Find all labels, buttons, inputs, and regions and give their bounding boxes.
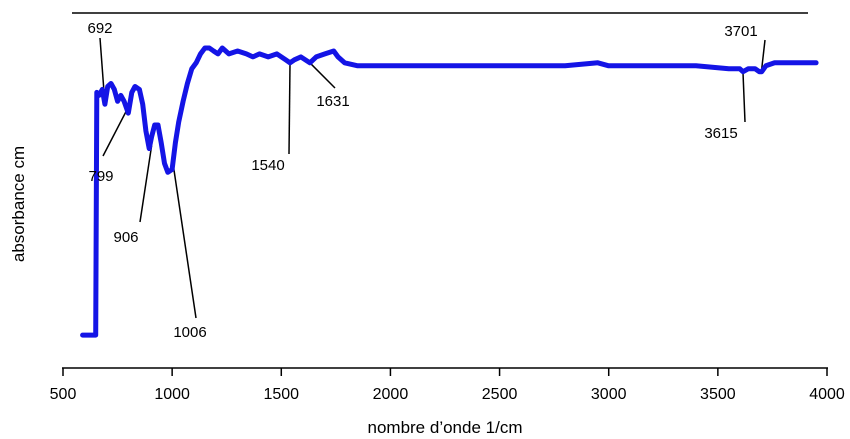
peak-label: 1540 [251,157,284,174]
peak-label: 3701 [724,23,757,40]
peak-leader-line [309,62,336,89]
peak-leader-line [742,71,746,123]
x-tick-label: 2500 [482,386,518,403]
peak-label: 799 [88,168,113,185]
peak-label: 692 [87,20,112,37]
x-axis-ticks: 500 1000 1500 2000 2500 3000 3500 4000 [50,368,845,403]
x-axis-title: nombre d’onde 1/cm [368,418,523,437]
y-axis-title: absorbance cm [9,146,28,262]
x-tick-label: 2000 [373,386,409,403]
peak-leader-line [102,106,129,157]
x-tick-label: 1000 [154,386,190,403]
peak-annotation-lines [99,37,766,319]
x-tick-label: 4000 [809,386,845,403]
x-tick-label: 3500 [700,386,736,403]
peak-label: 906 [113,229,138,246]
x-tick-label: 1500 [263,386,299,403]
peak-leader-line [760,39,766,69]
peak-annotation-labels: 692 799 906 1006 1540 1631 3615 3701 [87,20,757,341]
x-tick-label: 500 [50,386,77,403]
x-tick-label: 3000 [591,386,627,403]
peak-label: 1631 [316,93,349,110]
spectrum-line [80,45,819,338]
peak-leader-line [172,166,197,319]
peak-label: 1006 [173,324,206,341]
peak-leader-line [139,145,153,223]
peak-label: 3615 [704,125,737,142]
peak-leader-line [288,62,291,155]
